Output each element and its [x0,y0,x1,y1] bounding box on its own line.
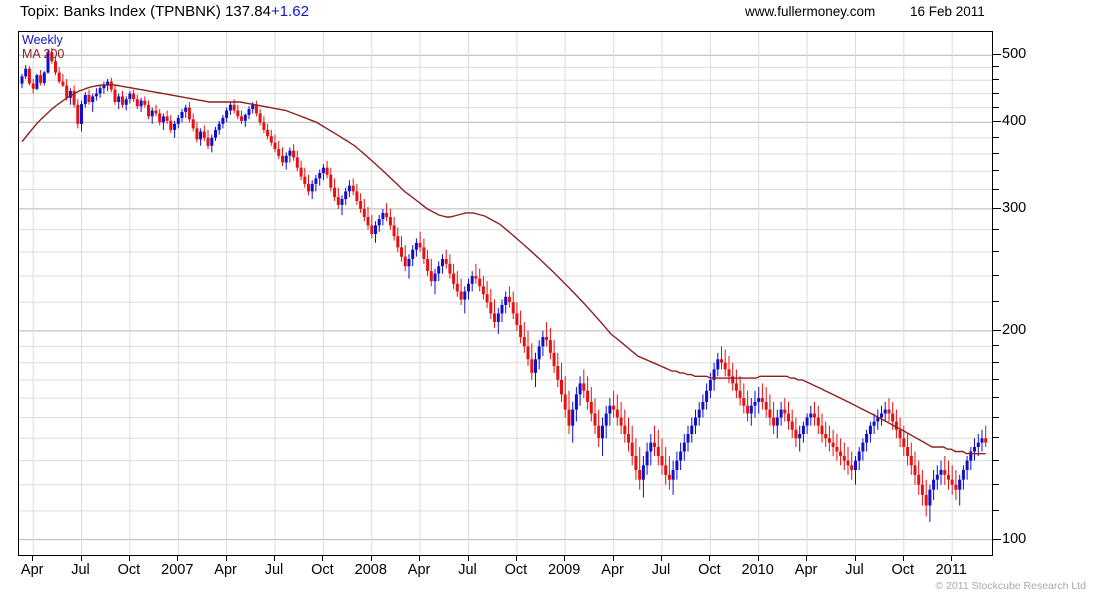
chart-legend: Weekly MA 200 [22,33,64,61]
candlestick-chart-svg [19,32,992,555]
y-axis-tick [993,66,999,68]
y-axis-label: 200 [1002,321,1027,338]
x-axis-label: Oct [311,562,334,578]
y-axis-tick [993,459,999,461]
legend-item-ma200: MA 200 [22,47,65,61]
x-axis-label: Oct [698,562,721,578]
y-axis-tick [993,416,999,418]
x-axis-tick [419,556,421,561]
y-axis-tick [993,92,999,94]
y-axis-label: 100 [1002,530,1027,547]
x-axis-label: Jul [71,562,90,578]
x-axis-tick [902,556,904,561]
x-axis-label: Jul [845,562,864,578]
x-axis-tick [612,556,614,561]
y-axis-tick [993,188,999,190]
x-axis-label: 2011 [935,562,967,578]
x-axis-label: Apr [20,562,44,578]
x-axis-tick [515,556,517,561]
y-axis-label: 300 [1002,199,1027,216]
y-axis-label: 400 [1002,113,1027,130]
x-axis-label: 2010 [741,562,774,578]
y-axis-tick [993,361,999,363]
y-axis-tick [993,79,999,81]
x-axis-tick [564,556,566,561]
y-axis-tick [993,275,999,277]
x-axis-label: Apr [794,562,818,578]
x-axis-label: Apr [214,562,237,578]
x-axis-tick [80,556,82,561]
x-axis-label: 2008 [354,562,387,578]
x-axis-label: Oct [891,562,915,578]
y-axis-label: 500 [1002,46,1027,63]
x-axis-tick [951,556,953,561]
copyright-label: © 2011 Stockcube Research Ltd [935,580,1086,592]
website-label: www.fullermoney.com [745,4,876,19]
x-axis-tick [661,556,662,561]
x-axis-label: Jul [264,562,284,578]
x-axis-label: Oct [504,562,528,578]
x-axis-label: 2009 [548,562,581,578]
x-axis-label: Apr [601,562,624,578]
y-axis-tick [993,345,999,347]
x-axis-label: 2007 [161,562,194,578]
x-axis-label: Jul [458,562,477,578]
y-axis-tick [993,121,1001,123]
x-axis-tick [274,556,275,561]
y-axis-tick [993,170,999,172]
y-axis-tick [993,329,1001,331]
y-axis-tick [993,538,1001,540]
y-axis-tick [993,378,999,380]
x-axis-label: Apr [407,562,431,578]
y-axis-tick [993,153,999,154]
y-axis-tick [993,54,1001,56]
chart-date: 16 Feb 2011 [910,4,985,19]
x-axis-tick [370,556,372,561]
x-axis-tick [225,556,227,561]
x-axis-tick [757,556,759,561]
legend-item-weekly: Weekly [22,33,63,47]
y-axis-tick [993,509,999,511]
chart-plot-area [18,31,993,556]
y-axis-tick [993,251,999,252]
page-title: Topix: Banks Index (TPNBNK) 137.84+1.62 [20,3,309,20]
x-axis-tick [709,556,711,561]
y-axis-tick [993,207,1001,209]
y-axis-tick [993,136,999,138]
price-change: +1.62 [270,3,309,20]
x-axis-tick [854,556,856,561]
y-axis-tick [993,437,999,439]
y-axis-tick [993,397,999,399]
y-axis-tick [993,228,999,230]
x-axis-tick [128,556,130,561]
y-axis-tick [993,483,999,485]
x-axis-tick [806,556,808,561]
chart-canvas-wrap [19,32,992,555]
instrument-title: Topix: Banks Index (TPNBNK) 137.84 [20,3,271,20]
y-axis-tick [993,301,999,303]
x-axis-tick [32,556,34,561]
x-axis-tick [467,556,469,561]
x-axis-label: Oct [117,562,141,578]
chart-header: Topix: Banks Index (TPNBNK) 137.84+1.62 … [0,0,1100,28]
y-axis-tick [993,106,999,108]
x-axis-label: Jul [651,562,671,578]
x-axis-tick [177,556,179,561]
x-axis-tick [322,556,324,561]
